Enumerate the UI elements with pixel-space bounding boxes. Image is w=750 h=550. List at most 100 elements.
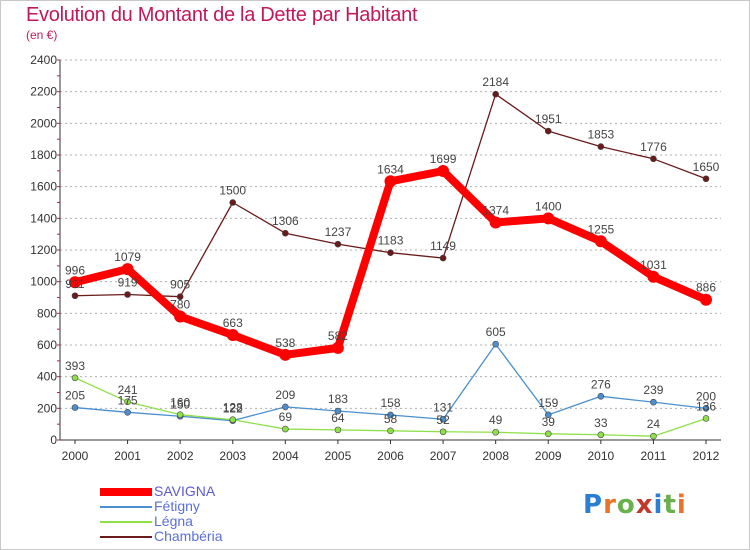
data-point	[439, 428, 447, 436]
data-label: 538	[275, 336, 295, 350]
data-label: 911	[65, 277, 84, 291]
data-label: 1951	[535, 112, 562, 126]
data-point	[597, 431, 605, 439]
data-label: 205	[65, 389, 85, 403]
data-label: 919	[118, 275, 138, 289]
data-label: 605	[486, 325, 506, 339]
data-label: 58	[384, 412, 398, 426]
x-tick-label: 2001	[114, 449, 141, 463]
data-point	[597, 143, 605, 150]
y-tick-label: 1000	[30, 275, 57, 289]
y-tick-label: 0	[50, 433, 57, 447]
data-label: 1237	[325, 225, 352, 239]
data-point	[229, 199, 237, 206]
data-label: 1400	[535, 199, 562, 213]
data-label: 209	[275, 388, 295, 402]
data-point	[700, 293, 712, 306]
data-point	[492, 428, 499, 436]
data-label: 1500	[219, 184, 246, 198]
data-label: 1776	[640, 140, 667, 154]
data-point	[71, 404, 79, 411]
data-point	[702, 415, 710, 422]
data-label: 136	[696, 399, 716, 413]
data-point	[544, 411, 552, 419]
y-tick-label: 200	[37, 401, 57, 415]
legend-swatch	[100, 536, 152, 538]
data-label: 69	[279, 410, 293, 424]
data-point	[279, 348, 292, 361]
data-label: 159	[538, 396, 558, 410]
data-point	[647, 270, 660, 283]
y-tick-label: 2000	[30, 116, 57, 130]
data-point	[702, 175, 710, 183]
data-label: 1079	[114, 250, 141, 264]
data-label: 39	[542, 415, 556, 429]
logo-letter: P	[583, 490, 604, 520]
data-label: 2184	[482, 75, 509, 89]
x-tick-label: 2004	[272, 449, 299, 463]
data-point	[544, 127, 552, 135]
data-point	[331, 341, 344, 354]
data-label: 52	[436, 413, 450, 427]
data-point	[282, 229, 289, 237]
data-label: 175	[118, 393, 138, 407]
data-label: 122	[223, 402, 243, 416]
data-label: 239	[643, 383, 663, 397]
data-label: 1699	[430, 152, 457, 166]
data-label: 33	[594, 416, 608, 430]
data-label: 393	[65, 359, 85, 373]
data-point	[387, 249, 394, 256]
legend-label: Chambéria	[154, 528, 223, 544]
data-point	[650, 398, 657, 406]
y-tick-label: 600	[37, 338, 57, 352]
y-tick-label: 1200	[30, 243, 57, 257]
data-point	[174, 310, 187, 323]
data-point	[544, 430, 552, 438]
data-label: 1634	[377, 162, 404, 176]
y-tick-label: 400	[37, 370, 57, 384]
data-label: 150	[170, 397, 190, 411]
x-tick-label: 2006	[377, 449, 404, 463]
data-point	[650, 155, 657, 163]
y-tick-label: 2200	[30, 85, 57, 99]
proxiti-logo: Proxiti	[583, 490, 687, 520]
data-point	[69, 276, 81, 289]
data-label: 1306	[272, 214, 299, 228]
data-label: 886	[696, 281, 716, 295]
data-point	[121, 263, 134, 276]
data-label: 158	[380, 396, 400, 410]
data-point	[282, 425, 289, 433]
logo-letter: x	[635, 490, 654, 520]
data-label: 128	[223, 401, 243, 415]
x-tick-label: 2010	[587, 449, 614, 463]
x-tick-label: 2009	[535, 449, 562, 463]
data-label: 905	[170, 278, 190, 292]
data-label: 1853	[587, 128, 614, 142]
data-label: 24	[647, 417, 661, 431]
data-label: 200	[696, 389, 716, 403]
data-point	[176, 411, 184, 418]
data-point	[439, 415, 447, 423]
legend-swatch	[100, 521, 152, 523]
legend-label: SAVIGNA	[154, 483, 216, 499]
logo-letter: o	[616, 490, 636, 520]
data-point	[124, 291, 131, 298]
data-point	[334, 240, 342, 248]
x-tick-label: 2007	[430, 449, 457, 463]
x-tick-label: 2000	[62, 449, 89, 463]
data-label: 160	[170, 396, 190, 410]
data-label: 996	[65, 263, 85, 277]
y-tick-label: 2400	[30, 53, 57, 67]
data-point	[387, 427, 394, 435]
data-point	[492, 340, 499, 348]
logo-letter: t	[663, 490, 677, 520]
data-point	[334, 407, 342, 415]
data-point	[384, 175, 397, 188]
data-point	[124, 408, 131, 416]
data-point	[334, 426, 342, 434]
data-label: 1255	[587, 222, 614, 236]
data-point	[176, 293, 184, 301]
data-label: 241	[118, 383, 138, 397]
data-label: 131	[433, 400, 453, 414]
